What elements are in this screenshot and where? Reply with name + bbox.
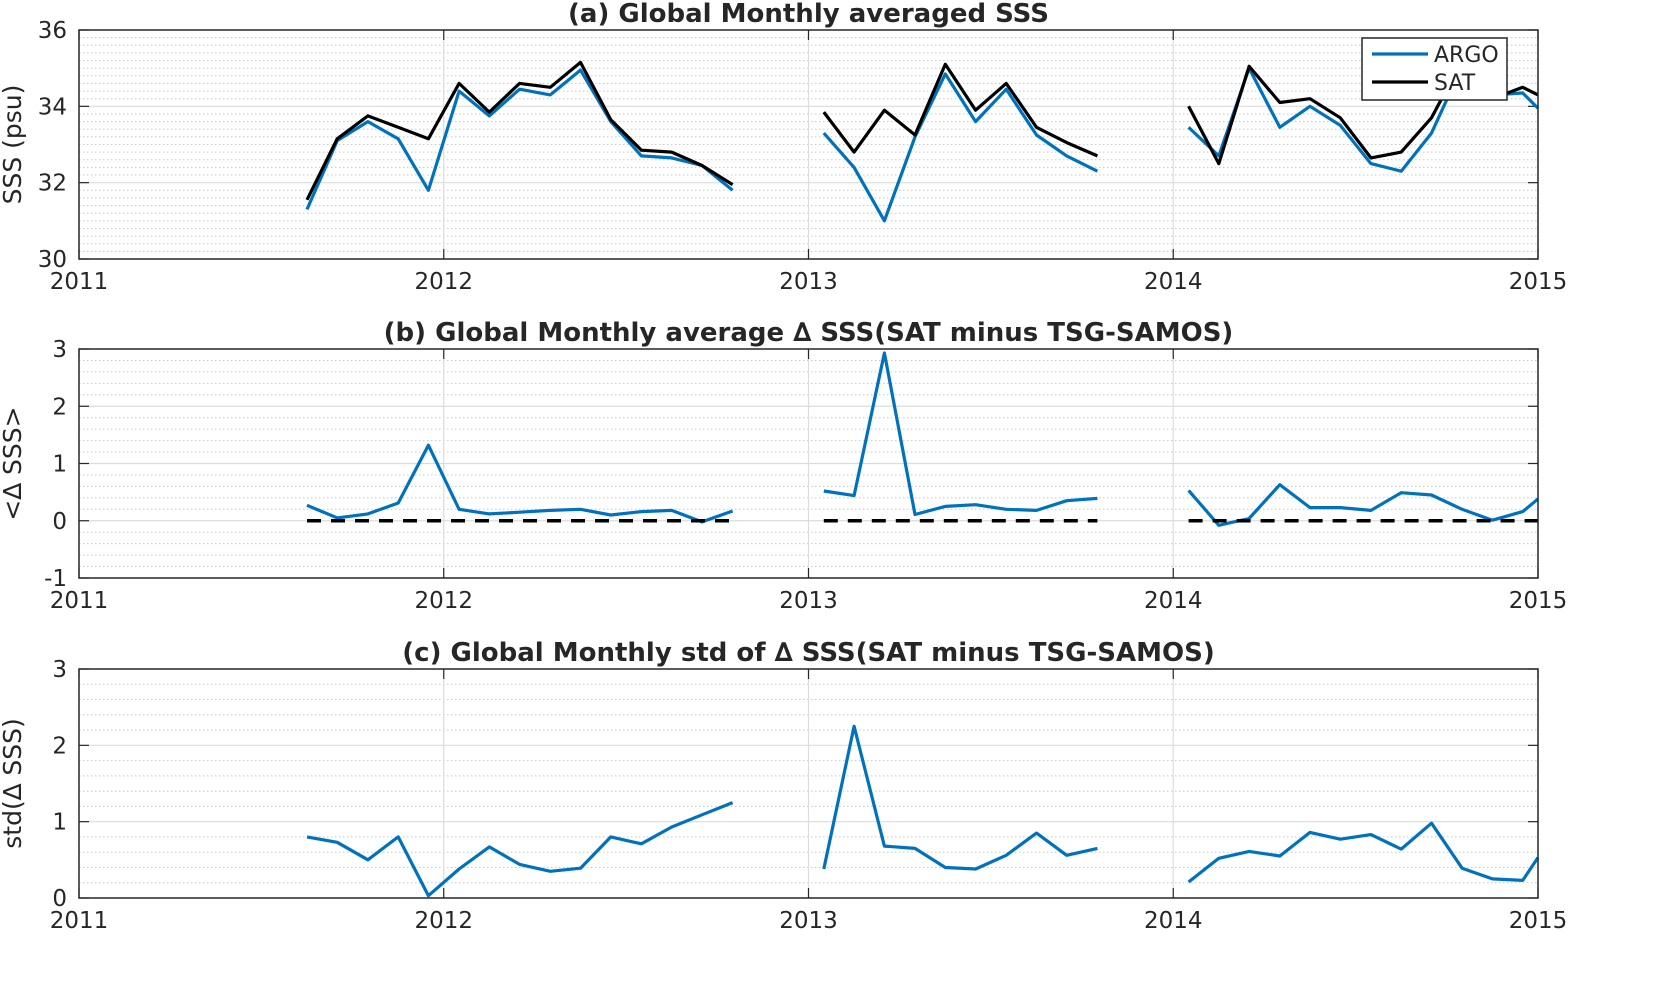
panel-a-ylabel: SSS (psu) [0,85,27,205]
legend: ARGO SAT [1361,37,1508,101]
panel-b-x-tick-label: 2011 [50,588,109,614]
panel-a-x-tick-label: 2013 [779,269,838,295]
panel-b-y-tick-label: -1 [44,566,67,592]
panel-b-axes-frame [78,348,1539,579]
panel-b-grid [79,349,1538,578]
panel-c-x-tick-label: 2012 [414,908,473,934]
panel-b-title: (b) Global Monthly average ∆ SSS(SAT min… [384,318,1234,348]
panel-a-x-tick-label: 2011 [50,269,109,295]
panel-c-delta-sss-line [306,724,1540,898]
legend-sat-label: SAT [1434,71,1476,96]
panel-a-title: (a) Global Monthly averaged SSS [568,0,1049,29]
panel-c-series [306,724,1540,898]
panel-b-x-tick-label: 2013 [779,588,838,614]
panel-a-y-tick-label: 36 [38,18,67,44]
panel-c-y-tick-label: 0 [52,886,67,912]
panel-c-title: (c) Global Monthly std of ∆ SSS(SAT minu… [402,638,1214,668]
panel-a-x-tick-label: 2014 [1144,269,1203,295]
panel-c-x-tick-label: 2015 [1509,908,1568,934]
panel-c-y-tick-label: 1 [52,810,67,836]
panel-b-y-tick-label: 2 [52,394,67,420]
panel-a-ticks: 2011 2012 2013 2014 2015 30 32 34 36 [38,18,1568,295]
panel-a-axes-frame [78,29,1539,260]
panel-b-x-tick-label: 2014 [1144,588,1203,614]
panel-c-y-tick-label: 2 [52,733,67,759]
panel-c-x-tick-label: 2014 [1144,908,1203,934]
panel-c-x-tick-label: 2011 [50,908,109,934]
panel-c-y-tick-label: 3 [52,657,67,683]
panel-a-grid [79,30,1538,259]
panel-a: (a) Global Monthly averaged SSS SSS (psu… [0,0,1567,295]
panel-c-x-tick-label: 2013 [779,908,838,934]
legend-argo-label: ARGO [1434,43,1499,68]
panel-c-grid [79,669,1538,898]
panel-b-y-tick-label: 3 [52,337,67,363]
panel-a-y-tick-label: 30 [38,247,67,273]
panel-b-y-tick-label: 1 [52,452,67,478]
panel-a-x-tick-label: 2012 [414,269,473,295]
legend-box [1361,37,1508,101]
panel-b-y-tick-label: 0 [52,509,67,535]
panel-a-y-tick-label: 34 [38,94,67,120]
panel-c-ticks: 2011 2012 2013 2014 2015 0 1 2 3 [50,657,1568,934]
panel-b-x-tick-label: 2015 [1509,588,1568,614]
panel-b-ylabel: <∆ SSS> [0,406,27,520]
panel-b-ticks: 2011 2012 2013 2014 2015 -1 0 1 2 3 [44,337,1567,614]
panel-b-series [306,351,1540,527]
panel-c-ylabel: std(∆ SSS) [0,718,27,848]
panel-b-delta-sss-line [306,351,1540,527]
panel-c: (c) Global Monthly std of ∆ SSS(SAT minu… [0,638,1567,934]
panel-a-x-tick-label: 2015 [1509,269,1568,295]
panel-a-y-tick-label: 32 [38,171,67,197]
panel-b: (b) Global Monthly average ∆ SSS(SAT min… [0,318,1567,614]
panel-b-x-tick-label: 2012 [414,588,473,614]
panel-c-axes-frame [78,668,1539,899]
